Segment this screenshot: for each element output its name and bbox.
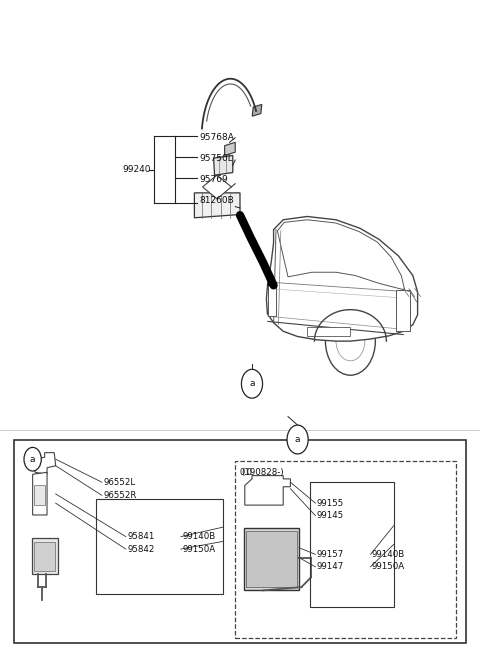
Bar	[235, 461, 456, 638]
Text: a: a	[30, 455, 36, 464]
Bar	[48, 499, 56, 505]
Bar	[34, 485, 45, 505]
Text: 99157: 99157	[317, 550, 344, 559]
Text: 95750L: 95750L	[199, 154, 233, 163]
Text: 96552R: 96552R	[103, 491, 137, 500]
Bar	[32, 538, 58, 574]
Circle shape	[253, 486, 260, 495]
Bar	[396, 290, 410, 331]
Bar	[14, 440, 466, 643]
Bar	[96, 499, 223, 594]
Text: 95842: 95842	[127, 544, 155, 554]
Text: 99150A: 99150A	[182, 544, 216, 554]
Circle shape	[336, 321, 365, 361]
Text: 99145: 99145	[317, 511, 344, 520]
Circle shape	[325, 307, 375, 375]
Text: 96552L: 96552L	[103, 478, 135, 487]
Circle shape	[271, 486, 278, 495]
Text: 99155: 99155	[317, 499, 344, 508]
Bar	[244, 528, 299, 590]
Circle shape	[287, 425, 308, 454]
Text: 95768A: 95768A	[199, 133, 234, 142]
Text: 99240: 99240	[122, 165, 151, 174]
Polygon shape	[33, 472, 47, 515]
Polygon shape	[277, 220, 405, 290]
Text: 99140B: 99140B	[372, 550, 405, 559]
Text: 81260B: 81260B	[199, 196, 234, 205]
Polygon shape	[266, 216, 418, 341]
Text: 95769: 95769	[199, 175, 228, 184]
Polygon shape	[214, 155, 233, 175]
Text: 0.0: 0.0	[239, 468, 252, 477]
Polygon shape	[252, 104, 262, 116]
Text: a: a	[249, 379, 255, 388]
Text: 99140B: 99140B	[182, 532, 216, 541]
Bar	[34, 542, 55, 571]
Bar	[246, 531, 297, 587]
Polygon shape	[245, 476, 290, 505]
Text: (190828-): (190828-)	[241, 468, 284, 477]
Polygon shape	[194, 193, 240, 218]
Polygon shape	[225, 142, 235, 155]
Circle shape	[241, 369, 263, 398]
Circle shape	[24, 447, 41, 471]
Text: 99147: 99147	[317, 562, 344, 571]
Bar	[268, 282, 276, 316]
Bar	[310, 482, 394, 607]
Polygon shape	[35, 453, 56, 474]
Text: 95841: 95841	[127, 532, 155, 541]
Bar	[48, 489, 56, 495]
Polygon shape	[203, 175, 231, 199]
Text: 99150A: 99150A	[372, 562, 405, 571]
Text: a: a	[295, 435, 300, 444]
Bar	[307, 327, 350, 336]
